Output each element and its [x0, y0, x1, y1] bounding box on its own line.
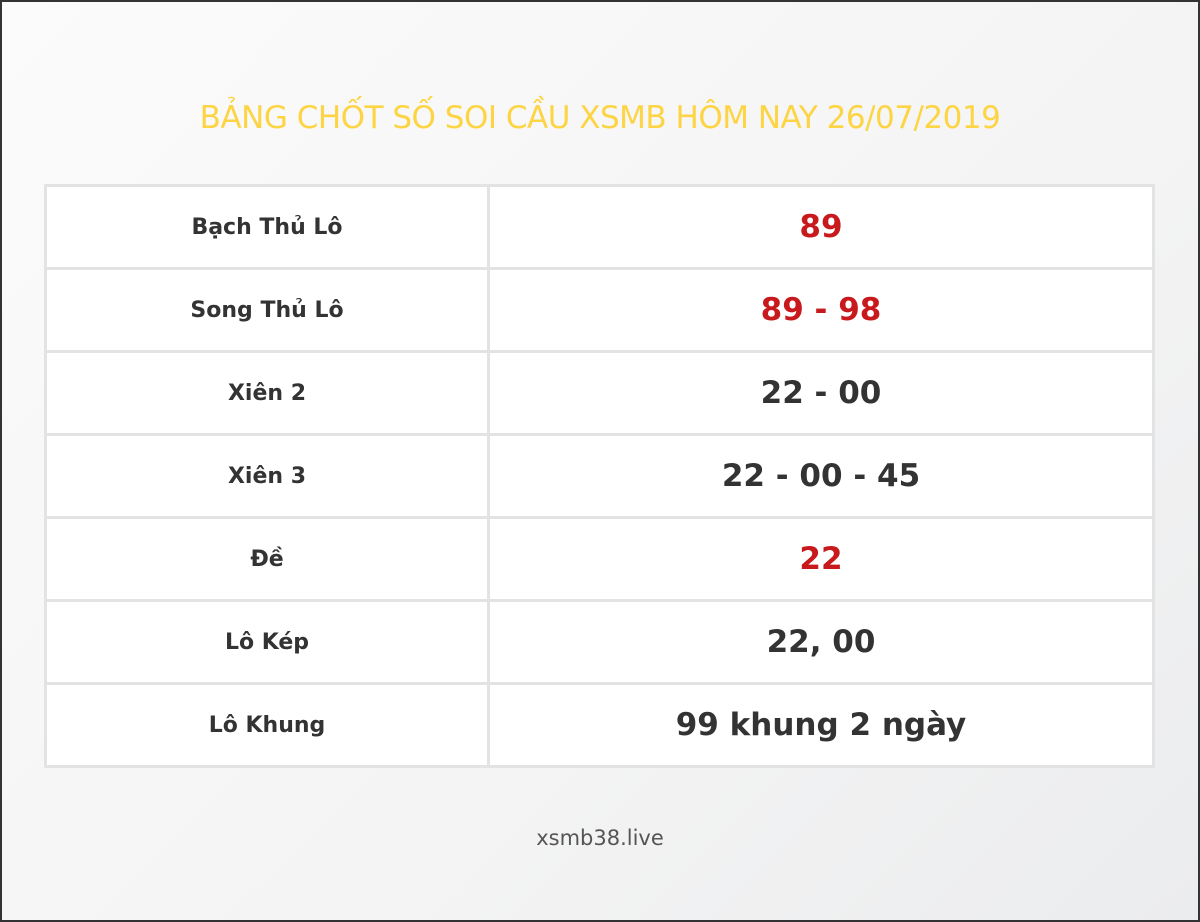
row-label: Xiên 3 [44, 433, 490, 519]
page-title: BẢNG CHỐT SỐ SOI CẦU XSMB HÔM NAY 26/07/… [199, 100, 1001, 136]
row-label: Lô Khung [44, 682, 490, 768]
table-row: Đề 22 [44, 516, 1155, 602]
row-label: Xiên 2 [44, 350, 490, 436]
table-row: Song Thủ Lô 89 - 98 [44, 267, 1155, 353]
row-value: 22 - 00 [487, 350, 1155, 436]
row-value: 99 khung 2 ngày [487, 682, 1155, 768]
row-label: Lô Kép [44, 599, 490, 685]
table-row: Xiên 2 22 - 00 [44, 350, 1155, 436]
row-value: 22 [487, 516, 1155, 602]
table-row: Xiên 3 22 - 00 - 45 [44, 433, 1155, 519]
site-watermark: xsmb38.live [536, 826, 664, 850]
table-row: Lô Kép 22, 00 [44, 599, 1155, 685]
row-label: Đề [44, 516, 490, 602]
row-value: 22, 00 [487, 599, 1155, 685]
prediction-table: Bạch Thủ Lô 89 Song Thủ Lô 89 - 98 Xiên 2 22 … [44, 184, 1155, 768]
row-value: 22 - 00 - 45 [487, 433, 1155, 519]
row-label: Bạch Thủ Lô [44, 184, 490, 270]
row-value: 89 - 98 [487, 267, 1155, 353]
row-label: Song Thủ Lô [44, 267, 490, 353]
row-value: 89 [487, 184, 1155, 270]
table-row: Bạch Thủ Lô 89 [44, 184, 1155, 270]
table-row: Lô Khung 99 khung 2 ngày [44, 682, 1155, 768]
